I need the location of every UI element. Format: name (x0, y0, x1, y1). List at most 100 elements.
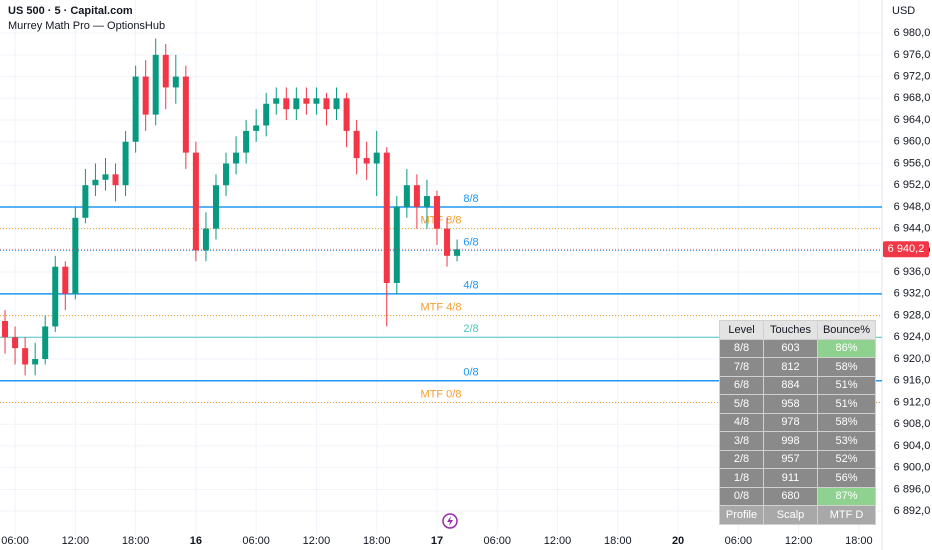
y-tick-label: 6 948,0 (894, 201, 931, 213)
candle-body (243, 130, 250, 153)
table-row: 2/8 957 52% (719, 449, 876, 469)
x-tick-label: 17 (431, 535, 443, 547)
replay-icon-bolt (447, 516, 453, 526)
last-price-tag (883, 241, 929, 258)
x-tick-label: 06:00 (242, 535, 270, 547)
y-tick-label: 6 920,0 (894, 353, 931, 365)
table-cell: 1/8 (719, 468, 764, 488)
level-label: MTF 0/8 (421, 388, 462, 400)
level-label: 2/8 (463, 323, 478, 335)
candle-body (323, 98, 330, 110)
candle-body (62, 266, 69, 294)
table-row: 7/8 812 58% (719, 357, 876, 377)
candle-body (353, 130, 360, 159)
candle-body (363, 158, 370, 164)
table-cell: Touches (763, 320, 818, 340)
y-tick-label: 6 904,0 (894, 440, 931, 452)
y-tick-label: 6 936,0 (894, 266, 931, 278)
candle-body (12, 337, 19, 349)
table-cell: 978 (763, 412, 818, 432)
candle-body (283, 98, 290, 110)
x-tick-label: 06:00 (725, 535, 753, 547)
candle-body (373, 152, 380, 164)
y-tick-label: 6 896,0 (894, 483, 931, 495)
symbol: US 500 · 5 · Capital.com (8, 5, 133, 17)
x-tick-label: 16 (190, 535, 202, 547)
candle-body (32, 359, 39, 365)
candle-body (52, 266, 59, 327)
candle-body (293, 98, 300, 110)
table-cell: 86% (817, 338, 876, 358)
y-tick-label: 6 952,0 (894, 179, 931, 191)
candle-body (92, 179, 99, 186)
table-cell: 52% (817, 449, 876, 469)
level-label: 4/8 (463, 280, 478, 292)
candle-body (423, 196, 430, 207)
y-tick-label: 6 944,0 (894, 223, 931, 235)
x-tick-label: 18:00 (604, 535, 632, 547)
candle-body (2, 321, 9, 338)
table-cell: 603 (763, 338, 818, 358)
candle-body (313, 98, 320, 104)
table-cell: 957 (763, 449, 818, 469)
indicator: Murrey Math Pro — OptionsHub (8, 20, 166, 32)
candle-body (223, 163, 230, 186)
x-tick-label: 18:00 (363, 535, 391, 547)
candle-body (444, 228, 451, 256)
x-tick-label: 12:00 (785, 535, 813, 547)
table-cell: 884 (763, 375, 818, 395)
candle-body (102, 174, 109, 180)
candle-body (303, 98, 310, 104)
table-cell: MTF D (817, 505, 876, 525)
level-label: MTF 4/8 (421, 301, 462, 313)
x-tick-label: 12:00 (544, 535, 572, 547)
candle-body (42, 326, 49, 360)
candle-body (182, 76, 189, 153)
candle-body (82, 185, 89, 218)
y-tick-label: 6 960,0 (894, 136, 931, 148)
table-cell: 6/8 (719, 375, 764, 395)
table-cell: 812 (763, 357, 818, 377)
x-tick-label: 06:00 (1, 535, 29, 547)
y-tick-label: 6 980,0 (894, 27, 931, 39)
candle-body (383, 152, 390, 283)
y-tick-label: 6 976,0 (894, 49, 931, 61)
table-cell: 2/8 (719, 449, 764, 469)
level-label: 8/8 (463, 193, 478, 205)
table-cell: 911 (763, 468, 818, 488)
x-tick-label: 06:00 (483, 535, 511, 547)
table-row: Profile Scalp MTF D (719, 505, 876, 525)
y-tick-label: 6 968,0 (894, 92, 931, 104)
y-tick-label: 6 932,0 (894, 288, 931, 300)
y-tick-label: 6 892,0 (894, 505, 931, 517)
table-cell: Scalp (763, 505, 818, 525)
candle-body (403, 185, 410, 207)
y-tick-label: 6 908,0 (894, 418, 931, 430)
table-cell: 680 (763, 486, 818, 506)
candle-body (273, 98, 280, 104)
table-cell: Level (719, 320, 764, 340)
candle-body (212, 185, 219, 229)
candle-body (192, 152, 199, 251)
candle-body (162, 54, 169, 88)
table-cell: 51% (817, 394, 876, 414)
candle-body (122, 141, 129, 186)
table-cell: 3/8 (719, 431, 764, 451)
last-price-label: 6 940,2 (888, 243, 925, 255)
candle-body (393, 206, 400, 283)
table-cell: Profile (719, 505, 764, 525)
candle-body (132, 76, 139, 142)
table-cell: 4/8 (719, 412, 764, 432)
replay-icon (442, 513, 458, 529)
table-row: Level Touches Bounce% (719, 320, 876, 340)
table-cell: 8/8 (719, 338, 764, 358)
table-row: 0/8 680 87% (719, 486, 876, 506)
table-cell: 998 (763, 431, 818, 451)
y-tick-label: 6 964,0 (894, 114, 931, 126)
y-tick-label: 6 972,0 (894, 70, 931, 82)
candle-body (172, 76, 179, 88)
table-cell: Bounce% (817, 320, 876, 340)
y-tick-label: 6 924,0 (894, 331, 931, 343)
candle-body (202, 228, 209, 251)
